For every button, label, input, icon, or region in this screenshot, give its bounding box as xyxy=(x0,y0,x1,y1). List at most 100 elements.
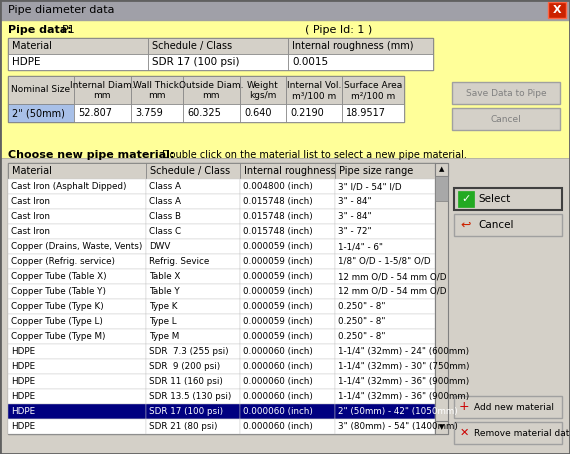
Text: Remove material data: Remove material data xyxy=(474,429,570,438)
Bar xyxy=(146,404,240,419)
Bar xyxy=(146,284,240,299)
Bar xyxy=(131,104,183,122)
Bar xyxy=(335,299,435,314)
Bar xyxy=(335,389,435,404)
Bar xyxy=(8,329,146,344)
Text: SDR  9 (200 psi): SDR 9 (200 psi) xyxy=(149,362,220,371)
Bar xyxy=(240,314,335,329)
Bar xyxy=(8,404,146,419)
Bar xyxy=(8,54,148,70)
Bar xyxy=(8,269,146,284)
Text: Cast Iron (Asphalt Dipped): Cast Iron (Asphalt Dipped) xyxy=(11,182,127,191)
Bar xyxy=(8,389,146,404)
Text: 3" - 84": 3" - 84" xyxy=(338,212,372,221)
Bar xyxy=(146,209,240,224)
Text: 12 mm O/D - 54 mm O/D: 12 mm O/D - 54 mm O/D xyxy=(338,272,446,281)
Bar xyxy=(240,299,335,314)
Bar xyxy=(454,422,562,444)
Text: 0.015748 (inch): 0.015748 (inch) xyxy=(243,197,313,206)
Text: Refrig. Sevice: Refrig. Sevice xyxy=(149,257,209,266)
Text: Copper Tube (Table X): Copper Tube (Table X) xyxy=(11,272,107,281)
Text: 3" - 72": 3" - 72" xyxy=(338,227,372,236)
Text: SDR 17 (100 psi): SDR 17 (100 psi) xyxy=(149,407,223,416)
Text: 18.9517: 18.9517 xyxy=(346,108,386,118)
Text: 60.325: 60.325 xyxy=(187,108,221,118)
Text: Copper Tube (Type M): Copper Tube (Type M) xyxy=(11,332,105,341)
Text: HDPE: HDPE xyxy=(11,377,35,386)
Bar xyxy=(146,269,240,284)
Bar xyxy=(148,38,288,54)
Bar xyxy=(458,191,474,207)
Bar xyxy=(240,374,335,389)
Text: Internal roughness: Internal roughness xyxy=(244,166,336,176)
Text: Copper (Refrig. service): Copper (Refrig. service) xyxy=(11,257,115,266)
Bar xyxy=(8,76,404,122)
Text: 0.640: 0.640 xyxy=(244,108,271,118)
Text: Internal roughness (mm): Internal roughness (mm) xyxy=(292,41,413,51)
Text: 0.000059 (inch): 0.000059 (inch) xyxy=(243,242,313,251)
Text: Internal Vol.: Internal Vol. xyxy=(287,80,341,89)
Bar xyxy=(74,104,131,122)
Text: Copper Tube (Type L): Copper Tube (Type L) xyxy=(11,317,103,326)
Text: 1/8" O/D - 1-5/8" O/D: 1/8" O/D - 1-5/8" O/D xyxy=(338,257,430,266)
Bar xyxy=(0,158,570,454)
Bar xyxy=(335,254,435,269)
Bar xyxy=(8,359,146,374)
Text: Add new material: Add new material xyxy=(474,403,554,411)
Bar xyxy=(240,389,335,404)
Text: 0.000059 (inch): 0.000059 (inch) xyxy=(243,332,313,341)
Text: Save Data to Pipe: Save Data to Pipe xyxy=(466,89,546,98)
Bar xyxy=(548,2,566,18)
Bar xyxy=(288,38,433,54)
Bar xyxy=(435,163,448,434)
Text: 0.2190: 0.2190 xyxy=(290,108,324,118)
Text: DWV: DWV xyxy=(149,242,170,251)
Bar xyxy=(146,179,240,194)
Text: 0.250" - 8": 0.250" - 8" xyxy=(338,332,385,341)
Text: HDPE: HDPE xyxy=(12,57,40,67)
Text: HDPE: HDPE xyxy=(11,392,35,401)
Bar xyxy=(8,419,146,434)
Text: 12 mm O/D - 54 mm O/D: 12 mm O/D - 54 mm O/D xyxy=(338,287,446,296)
Text: 0.000059 (inch): 0.000059 (inch) xyxy=(243,287,313,296)
Bar xyxy=(240,163,335,179)
Bar xyxy=(8,76,74,104)
Bar xyxy=(335,239,435,254)
Text: SDR  7.3 (255 psi): SDR 7.3 (255 psi) xyxy=(149,347,229,356)
Bar xyxy=(240,359,335,374)
Text: Type L: Type L xyxy=(149,317,177,326)
Text: Copper Tube (Table Y): Copper Tube (Table Y) xyxy=(11,287,106,296)
Bar xyxy=(335,269,435,284)
Bar xyxy=(335,374,435,389)
Bar xyxy=(452,82,560,104)
Bar xyxy=(146,329,240,344)
Text: 3" I/D - 54" I/D: 3" I/D - 54" I/D xyxy=(338,182,402,191)
Text: SDR 21 (80 psi): SDR 21 (80 psi) xyxy=(149,422,218,431)
Bar xyxy=(74,76,131,104)
Text: Nominal Size: Nominal Size xyxy=(11,85,71,94)
Bar xyxy=(286,104,342,122)
Text: 0.000060 (inch): 0.000060 (inch) xyxy=(243,377,313,386)
Bar xyxy=(335,344,435,359)
Bar xyxy=(454,396,562,418)
Bar xyxy=(8,163,435,434)
Text: 0.000059 (inch): 0.000059 (inch) xyxy=(243,257,313,266)
Text: P1: P1 xyxy=(62,25,76,35)
Text: 0.250" - 8": 0.250" - 8" xyxy=(338,302,385,311)
Text: Copper (Drains, Waste, Vents): Copper (Drains, Waste, Vents) xyxy=(11,242,143,251)
Text: 0.000060 (inch): 0.000060 (inch) xyxy=(243,347,313,356)
Text: Pipe size range: Pipe size range xyxy=(339,166,413,176)
Bar xyxy=(8,344,146,359)
Text: ▼: ▼ xyxy=(439,424,444,430)
Bar xyxy=(240,254,335,269)
Bar xyxy=(146,359,240,374)
Text: mm: mm xyxy=(202,92,220,100)
Bar xyxy=(240,344,335,359)
Text: 3" (80mm) - 54" (1400mm): 3" (80mm) - 54" (1400mm) xyxy=(338,422,458,431)
Text: m³/100 m: m³/100 m xyxy=(292,92,336,100)
Bar xyxy=(8,254,146,269)
Bar xyxy=(8,104,74,122)
Bar xyxy=(240,239,335,254)
Bar xyxy=(240,194,335,209)
Bar xyxy=(435,163,448,176)
